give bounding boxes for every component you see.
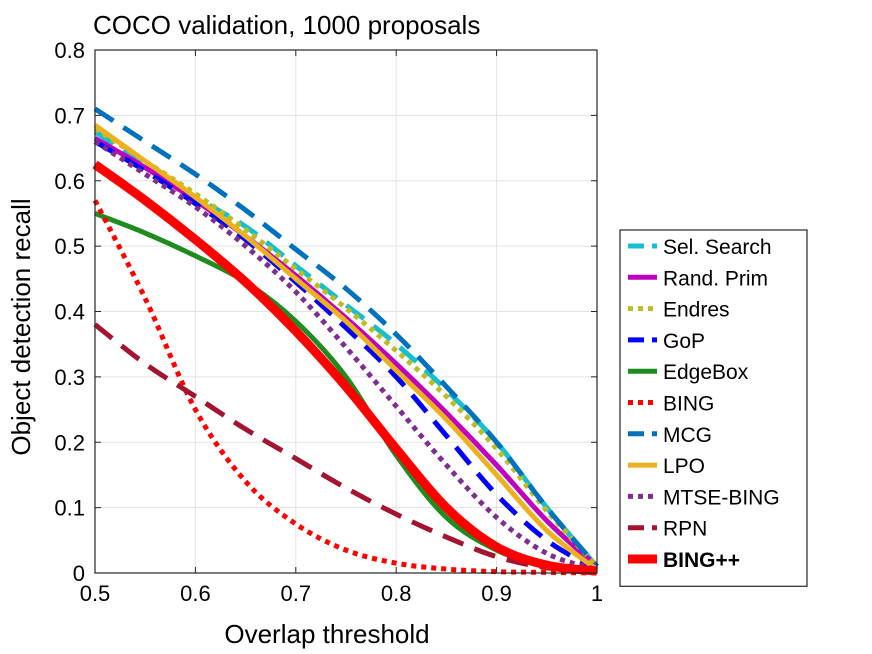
chart-title: COCO validation, 1000 proposals bbox=[93, 10, 480, 40]
x-axis-label: Overlap threshold bbox=[224, 619, 429, 649]
y-axis-label: Object detection recall bbox=[6, 198, 36, 455]
legend-label: Endres bbox=[663, 299, 730, 322]
y-tick-label: 0.2 bbox=[54, 430, 85, 455]
series-line-bing bbox=[92, 199, 598, 576]
series-line-rand-prim bbox=[93, 136, 599, 569]
x-tick-label: 0.8 bbox=[381, 581, 412, 606]
y-tick-label: 0.7 bbox=[54, 103, 85, 128]
legend-label: BING bbox=[663, 393, 714, 416]
legend-label: RPN bbox=[663, 518, 707, 541]
x-tick-label: 0.6 bbox=[180, 581, 211, 606]
legend-label: MCG bbox=[663, 424, 712, 447]
x-tick-label: 0.5 bbox=[80, 581, 111, 606]
series-line-mcg bbox=[93, 106, 599, 569]
legend-label: MTSE-BING bbox=[663, 486, 780, 509]
legend-label: EdgeBox bbox=[663, 361, 749, 384]
y-tick-label: 0 bbox=[73, 561, 85, 586]
legend-label: GoP bbox=[663, 330, 705, 353]
series-line-gop bbox=[93, 139, 599, 572]
y-tick-label: 0.6 bbox=[54, 169, 85, 194]
series-line-lpo bbox=[93, 123, 599, 572]
series-layer bbox=[92, 106, 599, 576]
x-tick-label: 1 bbox=[591, 581, 603, 606]
ticks bbox=[94, 49, 598, 574]
x-tick-labels: 0.5 0.6 0.7 0.8 0.9 1 bbox=[80, 581, 603, 606]
y-tick-labels: 0 0.1 0.2 0.3 0.4 0.5 0.6 0.7 0.8 bbox=[54, 38, 85, 586]
y-tick-label: 0.1 bbox=[54, 496, 85, 521]
legend-label: LPO bbox=[663, 455, 705, 478]
legend-label: Sel. Search bbox=[663, 236, 772, 259]
series-line-bing bbox=[92, 160, 598, 576]
y-tick-label: 0.5 bbox=[54, 234, 85, 259]
series-line-rpn bbox=[93, 322, 598, 575]
legend-box bbox=[619, 229, 808, 587]
legend-label: BING++ bbox=[663, 549, 740, 572]
y-tick-label: 0.8 bbox=[54, 38, 85, 63]
y-tick-label: 0.3 bbox=[54, 365, 85, 390]
x-tick-label: 0.9 bbox=[481, 581, 512, 606]
y-tick-label: 0.4 bbox=[54, 300, 85, 325]
legend: Sel. Search Rand. Prim Endres GoP EdgeBox BIN… bbox=[619, 229, 808, 587]
legend-label: Rand. Prim bbox=[663, 267, 768, 290]
x-tick-label: 0.7 bbox=[281, 581, 312, 606]
